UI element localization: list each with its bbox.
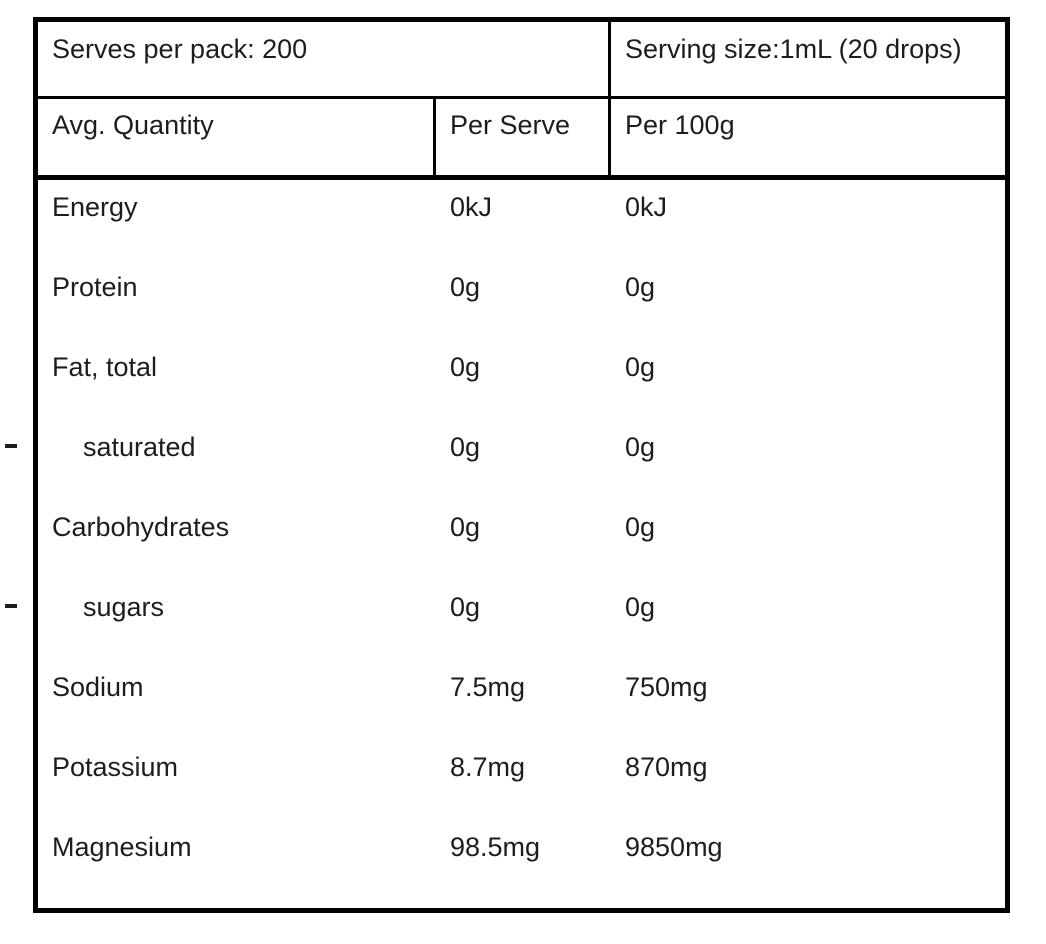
- per-serve-value: 98.5mg: [450, 832, 541, 862]
- per-serve-value: 7.5mg: [450, 672, 526, 702]
- per-100g-value: 9850mg: [625, 832, 723, 862]
- nutrient-label: saturated: [83, 432, 196, 462]
- nutrient-label: Magnesium: [52, 832, 192, 862]
- dash-marker: [5, 444, 17, 448]
- nutrient-label: Potassium: [52, 752, 179, 782]
- nutrient-row: saturated 0g 0g: [5, 420, 1005, 500]
- nutrient-row: sugars 0g 0g: [5, 580, 1005, 660]
- nutrient-label: Sodium: [52, 672, 144, 702]
- serving-size: Serving size:1mL (20 drops): [625, 34, 962, 64]
- nutrient-row: Protein 0g 0g: [38, 260, 1005, 340]
- per-100g-value: 0g: [625, 352, 656, 382]
- nutrient-label: Protein: [52, 272, 138, 302]
- per-serve-value: 0g: [450, 592, 481, 622]
- nutrient-row: Sodium 7.5mg 750mg: [38, 660, 1005, 740]
- per-serve-value: 0g: [450, 352, 481, 382]
- per-serve-value: 0g: [450, 272, 481, 302]
- pack-info-row: Serves per pack: 200 Serving size:1mL (2…: [38, 22, 1005, 99]
- column-header-avg-quantity: Avg. Quantity: [38, 99, 436, 175]
- per-100g-value: 0g: [625, 272, 656, 302]
- per-serve-value: 8.7mg: [450, 752, 526, 782]
- per-100g-value: 0kJ: [625, 192, 668, 222]
- column-header-per-100g: Per 100g: [625, 110, 735, 140]
- per-100g-value: 750mg: [625, 672, 708, 702]
- nutrient-label: Carbohydrates: [52, 512, 230, 542]
- per-serve-value: 0g: [450, 432, 481, 462]
- per-100g-value: 0g: [625, 432, 656, 462]
- per-serve-value: 0kJ: [450, 192, 493, 222]
- per-serve-value: 0g: [450, 512, 481, 542]
- nutrient-label: Energy: [52, 192, 138, 222]
- nutrition-panel: Serves per pack: 200 Serving size:1mL (2…: [5, 17, 1010, 913]
- nutrient-row: Fat, total 0g 0g: [38, 340, 1005, 420]
- column-header-per-serve: Per Serve: [436, 99, 611, 175]
- serves-per-pack: Serves per pack: 200: [38, 22, 611, 96]
- dash-marker: [5, 604, 17, 608]
- per-100g-value: 870mg: [625, 752, 708, 782]
- panel-body: Energy 0kJ 0kJ Protein 0g 0g Fat, total …: [5, 180, 1005, 900]
- nutrient-row: Carbohydrates 0g 0g: [38, 500, 1005, 580]
- per-100g-value: 0g: [625, 512, 656, 542]
- nutrient-label: sugars: [83, 592, 165, 622]
- column-header-row: Avg. Quantity Per Serve Per 100g: [38, 99, 1005, 180]
- nutrient-row: Potassium 8.7mg 870mg: [38, 740, 1005, 820]
- nutrient-row: Energy 0kJ 0kJ: [38, 180, 1005, 260]
- nutrient-row: Magnesium 98.5mg 9850mg: [38, 820, 1005, 900]
- per-100g-value: 0g: [625, 592, 656, 622]
- nutrient-label: Fat, total: [52, 352, 158, 382]
